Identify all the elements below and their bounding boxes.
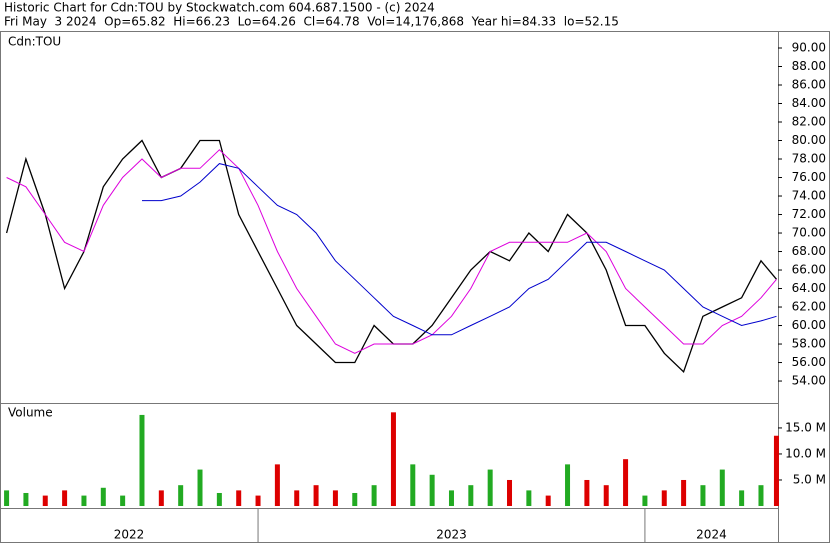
y-tick-label: 88.00 [792,59,826,73]
volume-bar [565,464,571,506]
y-tick-label: 10.0 M [785,446,826,460]
volume-bar [584,479,590,506]
year-label: 2024 [696,528,727,542]
y-tick-label: 66.00 [792,263,826,277]
y-tick-label: 64.00 [792,281,826,295]
volume-bar [545,495,551,506]
y-tick-label: 62.00 [792,300,826,314]
volume-bar [352,492,358,506]
volume-bar [390,412,396,506]
volume-bar [429,474,435,506]
volume-bar [197,469,203,506]
volume-bar [4,490,10,506]
y-tick-label: 70.00 [792,226,826,240]
volume-bar [739,490,745,506]
volume-bar [255,495,261,506]
header-quote: Fri May 3 2024 Op=65.82 Hi=66.23 Lo=64.2… [4,15,619,29]
y-tick-label: 5.0 M [793,472,826,486]
y-tick-label: 78.00 [792,152,826,166]
volume-bar [681,479,687,506]
year-label: 2022 [114,528,145,542]
volume-bar [216,492,222,506]
y-tick-label: 72.00 [792,207,826,221]
volume-bar [120,495,126,506]
volume-bar [448,490,454,506]
year-label: 2023 [436,528,467,542]
y-tick-label: 74.00 [792,189,826,203]
volume-bar [178,485,184,506]
volume-bar [100,487,106,506]
volume-title: Volume [8,406,53,420]
volume-bar [23,492,29,506]
y-tick-label: 15.0 M [785,420,826,434]
y-tick-label: 82.00 [792,115,826,129]
price-line [142,163,777,336]
y-tick-label: 58.00 [792,337,826,351]
volume-bar [468,485,474,506]
volume-bar [603,485,609,506]
volume-bar [42,495,48,506]
volume-bar [81,495,87,506]
y-tick-label: 60.00 [792,318,826,332]
volume-bar [236,490,242,506]
volume-bar [719,469,725,506]
volume-bar [526,490,532,506]
volume-bar [62,490,68,506]
volume-bar [623,459,629,506]
volume-bar [507,479,513,506]
volume-bar [332,490,338,506]
volume-bar [487,469,493,506]
volume-bar [139,414,145,506]
y-tick-label: 68.00 [792,244,826,258]
symbol-label: Cdn:TOU [8,35,61,49]
y-tick-label: 80.00 [792,133,826,147]
volume-bar [700,485,706,506]
y-tick-label: 54.00 [792,374,826,388]
y-tick-label: 90.00 [792,41,826,55]
volume-bar [158,490,164,506]
price-line [6,149,777,354]
volume-bar [371,485,377,506]
volume-bar [274,464,280,506]
y-tick-label: 86.00 [792,78,826,92]
y-tick-label: 76.00 [792,170,826,184]
volume-bar [642,495,648,506]
volume-bar [294,490,300,506]
volume-bar [758,485,764,506]
header-title: Historic Chart for Cdn:TOU by Stockwatch… [4,1,435,15]
volume-bar [773,435,779,506]
volume-bar [410,464,416,506]
y-tick-label: 84.00 [792,96,826,110]
volume-bar [661,490,667,506]
y-tick-label: 56.00 [792,355,826,369]
volume-bar [313,485,319,506]
